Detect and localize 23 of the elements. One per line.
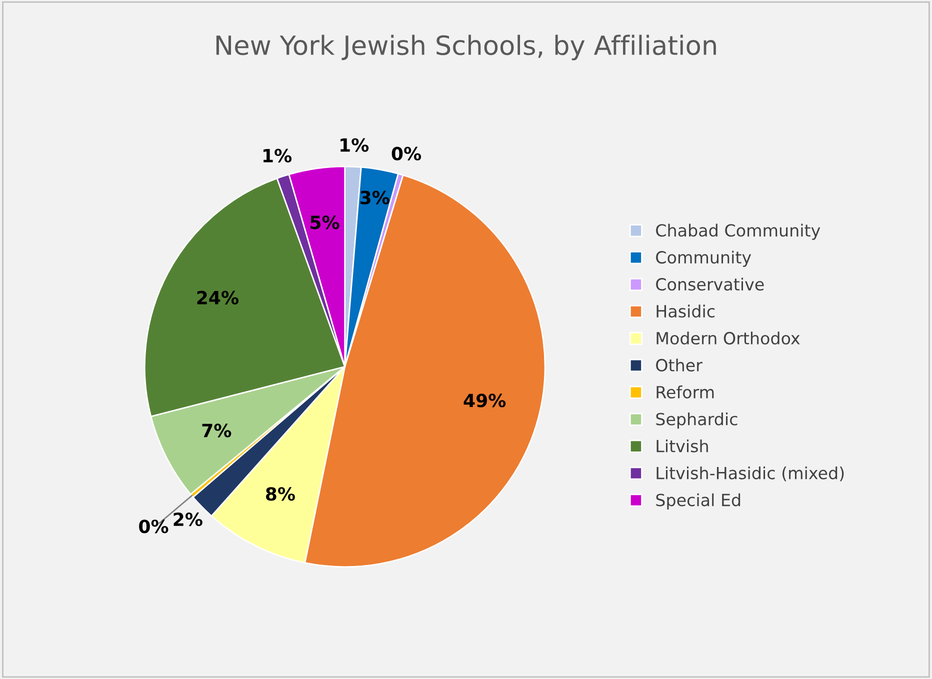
data-label: 24%	[197, 290, 238, 304]
legend-label: Conservative	[656, 278, 764, 291]
data-label: 7%	[202, 424, 232, 438]
legend-label: Chabad Community	[656, 224, 820, 240]
legend-label: Special Ed	[656, 493, 740, 510]
legend-label: Community	[656, 250, 752, 267]
legend-label: Litvish-Hasidic (mixed)	[656, 466, 844, 482]
legend-label: Reform	[656, 386, 714, 398]
legend-label: Hasidic	[656, 304, 715, 318]
data-label: 5%	[310, 216, 340, 230]
legend-label: Litvish	[656, 439, 708, 452]
data-label: 0%	[139, 520, 168, 534]
data-label: 3%	[360, 190, 390, 204]
chart-title: New York Jewish Schools, by Affiliation	[216, 34, 716, 60]
data-label: 8%	[266, 487, 295, 501]
data-label: 1%	[263, 148, 292, 162]
legend-label: Modern Orthodox	[656, 332, 800, 345]
data-label: 2%	[174, 512, 202, 526]
data-label: 49%	[464, 394, 506, 408]
data-label: 1%	[340, 138, 369, 152]
legend-label: Sephardic	[656, 412, 738, 429]
legend-label: Other	[656, 358, 702, 372]
data-label: 0%	[392, 146, 422, 160]
